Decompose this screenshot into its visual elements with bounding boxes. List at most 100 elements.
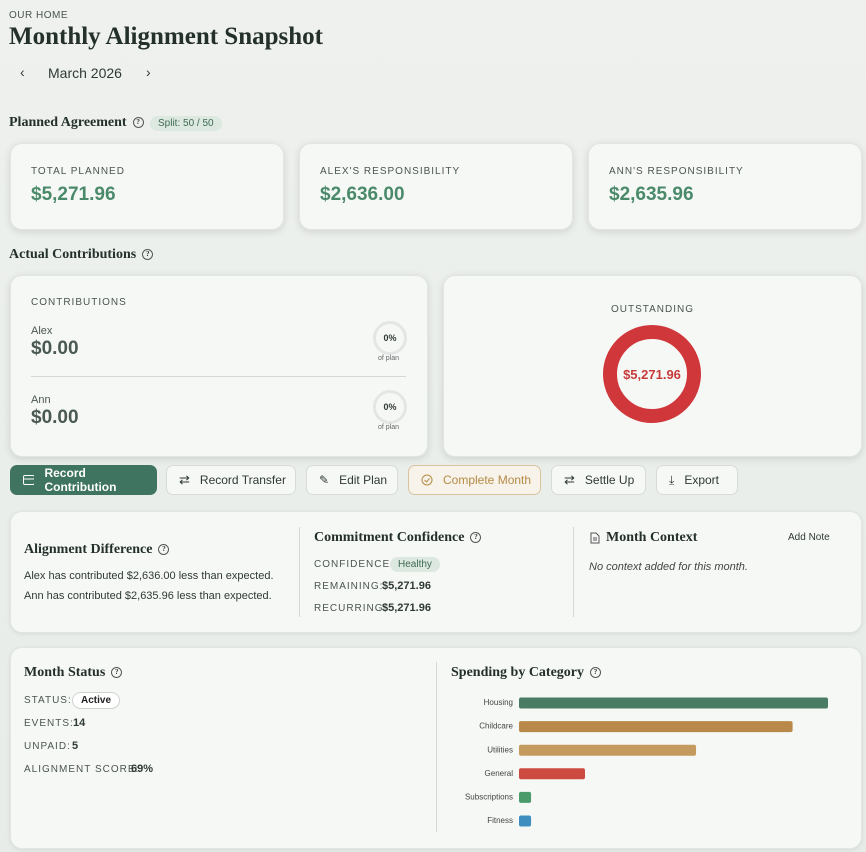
bar [519, 744, 697, 756]
bar [519, 721, 793, 733]
outstanding-card: OUTSTANDING $5,271.96 [443, 275, 862, 457]
add-note[interactable]: Add Note [788, 532, 830, 543]
action-button[interactable]: ⇄ Settle Up [551, 465, 646, 495]
status-panel: Month Status? STATUS: Active EVENTS: 14 … [10, 647, 862, 849]
row-value: 69% [131, 763, 154, 775]
row-value: 5 [72, 740, 79, 752]
empty-note: No context added for this month. [589, 561, 748, 573]
person-name: Ann [31, 394, 51, 406]
row-label: RECURRING: [314, 603, 388, 614]
divider [436, 662, 437, 832]
panel-title-text: Alignment Difference [24, 542, 153, 557]
icon: ⤓ [669, 472, 675, 487]
bar [519, 815, 532, 827]
summary-card: ALEX'S RESPONSIBILITY $2,636.00 [299, 143, 573, 230]
summary-card: TOTAL PLANNED $5,271.96 [10, 143, 284, 230]
card-value: $5,271.96 [31, 184, 116, 205]
panel-title-text: Month Status [24, 665, 106, 680]
action-button[interactable]: ⇄ Record Transfer [166, 465, 296, 495]
card-label: ANN'S RESPONSIBILITY [609, 166, 744, 177]
icon: ⇄ [564, 472, 575, 487]
section-title-text: Actual Contributions [9, 247, 137, 262]
eyebrow: OUR HOME [9, 10, 68, 21]
card-label: OUTSTANDING [610, 304, 695, 315]
percent-ring: 0% [373, 390, 407, 424]
percent-ring: 0% [373, 321, 407, 355]
panel-title: Month Context [606, 530, 698, 545]
icon: ✎ [319, 473, 330, 487]
panel-title: Commitment Confidence? [314, 530, 482, 546]
panel-title: Alignment Difference? [24, 542, 170, 558]
bar [519, 791, 532, 803]
section-title-text: Planned Agreement [9, 115, 127, 130]
row-label: REMAINING: [314, 581, 384, 592]
row-value: $5,271.96 [382, 580, 431, 592]
person-amount: $0.00 [31, 338, 79, 359]
prev-month[interactable]: ‹ [20, 64, 25, 80]
note-icon [590, 532, 600, 544]
card-label: CONTRIBUTIONS [31, 297, 127, 308]
person-amount: $0.00 [31, 407, 79, 428]
confidence-badge: Healthy [390, 557, 440, 572]
category-label: Subscriptions [465, 793, 513, 802]
help-icon[interactable]: ? [142, 249, 154, 261]
category-label: Fitness [487, 816, 513, 825]
card-value: $2,636.00 [320, 184, 405, 205]
category-label: Housing [484, 698, 513, 707]
action-button[interactable]: Record Contribution [10, 465, 157, 495]
card-value: $2,635.96 [609, 184, 694, 205]
panel-title: Month Status? [24, 665, 123, 681]
help-icon[interactable]: ? [470, 532, 482, 544]
row-label: CONFIDENCE: [314, 559, 394, 570]
next-month[interactable]: › [146, 64, 151, 80]
person-name: Alex [31, 325, 53, 337]
bar [519, 697, 828, 709]
row-label: STATUS: [24, 695, 72, 706]
card-label: ALEX'S RESPONSIBILITY [320, 166, 461, 177]
contributions-card: CONTRIBUTIONS Alex $0.00 0% of plan Ann … [10, 275, 428, 457]
panel-title-text: Spending by Category [451, 665, 585, 680]
percent-note: of plan [378, 424, 400, 431]
help-icon[interactable]: ? [158, 544, 170, 556]
icon: ⇄ [179, 472, 190, 487]
help-icon[interactable]: ? [111, 667, 123, 679]
button-label: Export [684, 473, 719, 487]
card-label: TOTAL PLANNED [31, 166, 125, 177]
button-label: Settle Up [584, 473, 635, 487]
category-label: Childcare [479, 722, 513, 731]
outstanding-value: $5,271.96 [623, 367, 681, 382]
button-label: Record Contribution [44, 466, 117, 494]
help-icon[interactable]: ? [590, 667, 602, 679]
divider [299, 527, 300, 617]
icon [23, 475, 35, 485]
category-label: Utilities [487, 745, 513, 754]
help-icon[interactable]: ? [132, 117, 144, 129]
insights-panel: Alignment Difference? Alex has contribut… [10, 511, 862, 633]
row-value: $5,271.96 [382, 602, 431, 614]
outstanding-ring [603, 325, 701, 423]
button-label: Complete Month [443, 473, 532, 487]
row-label: ALIGNMENT SCORE: [24, 764, 140, 775]
panel-title-text: Commitment Confidence [314, 530, 465, 545]
button-label: Edit Plan [339, 473, 388, 487]
page-title: Monthly Alignment Snapshot [9, 23, 323, 50]
action-button[interactable]: ⤓ Export [656, 465, 738, 495]
split-badge: Split: 50 / 50 [150, 116, 222, 131]
divider [573, 527, 574, 617]
month-label: March 2026 [48, 65, 122, 81]
panel-title: Spending by Category? [451, 665, 602, 681]
action-button[interactable]: Complete Month [408, 465, 541, 495]
summary-card: ANN'S RESPONSIBILITY $2,635.96 [588, 143, 862, 230]
category-label: General [485, 769, 514, 778]
row-value: 14 [73, 717, 86, 729]
divider [31, 376, 406, 377]
alignment-line: Ann has contributed $2,635.96 less than … [24, 590, 272, 602]
action-button[interactable]: ✎ Edit Plan [306, 465, 398, 495]
button-label: Record Transfer [199, 473, 286, 487]
ring [603, 325, 701, 423]
alignment-line: Alex has contributed $2,636.00 less than… [24, 570, 274, 582]
status-badge: Active [72, 692, 121, 709]
